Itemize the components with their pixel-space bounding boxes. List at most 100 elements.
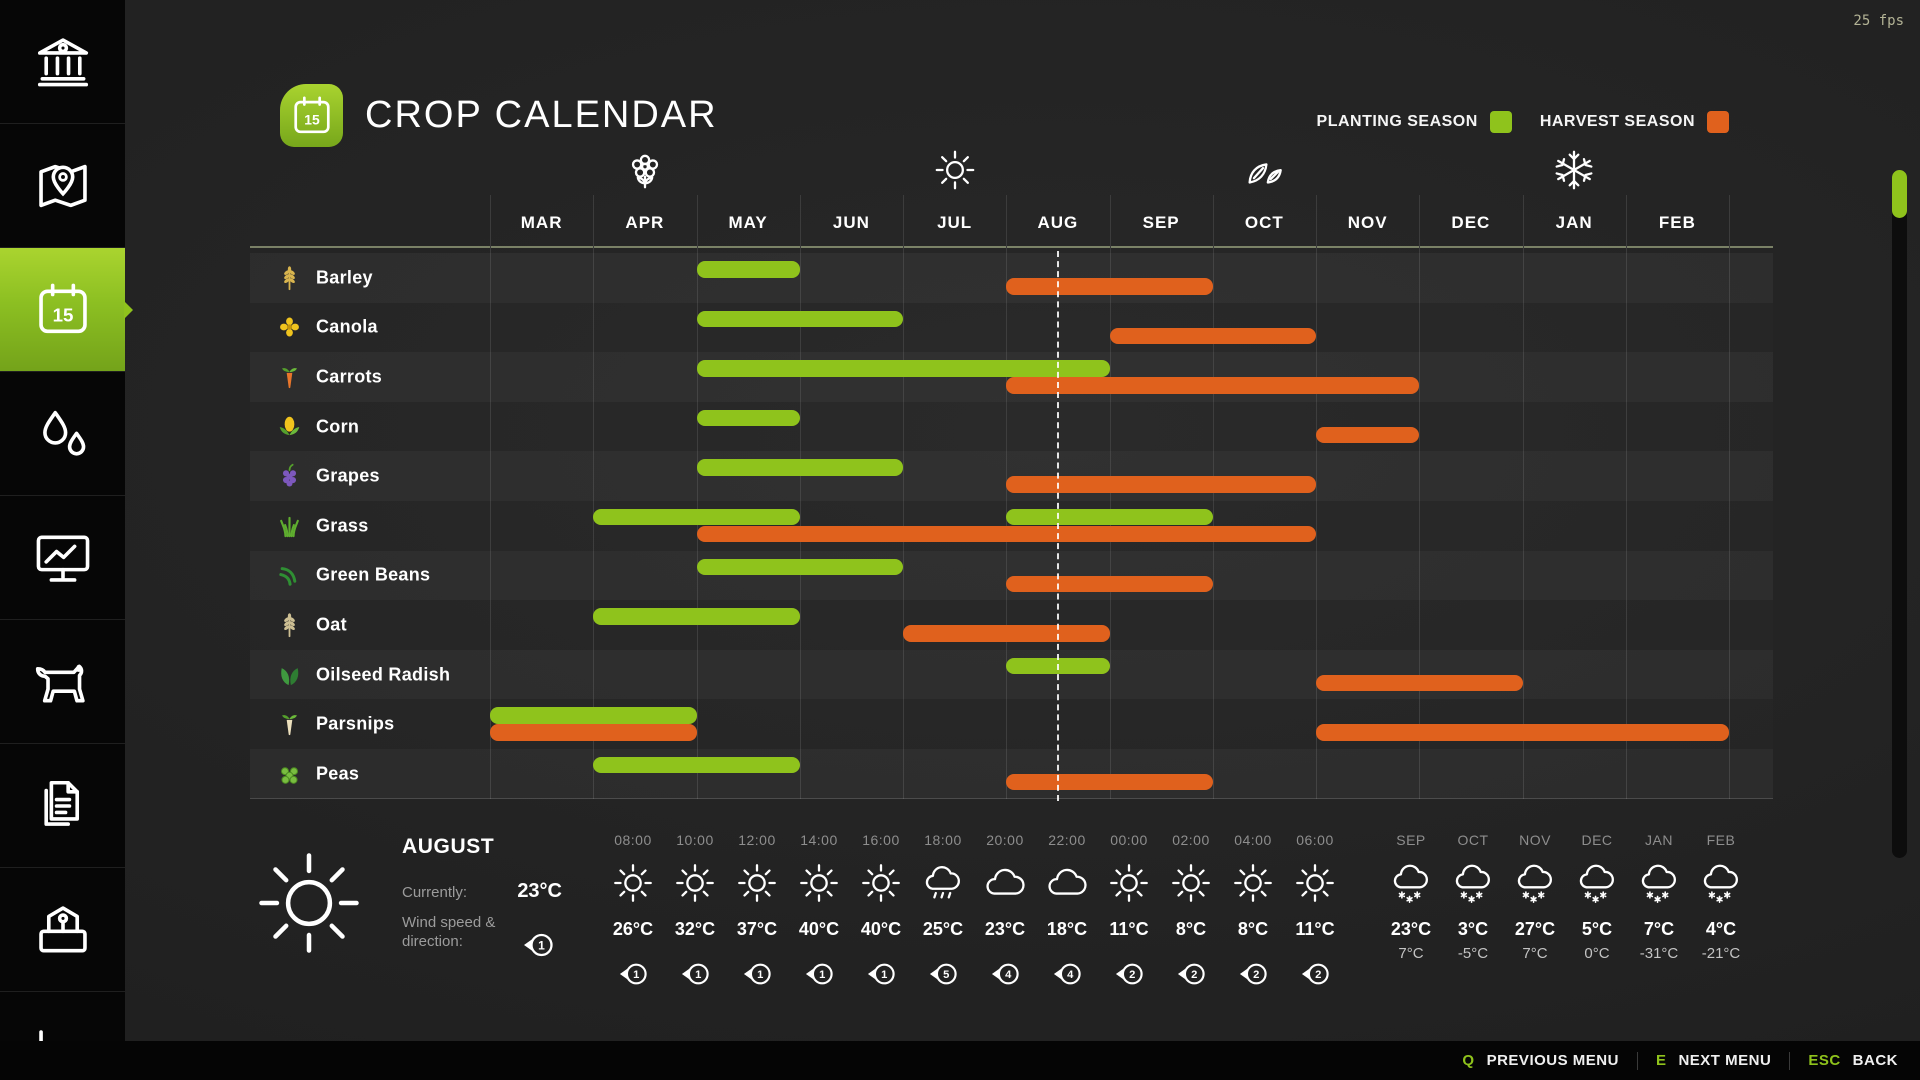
harvest-season-bar [696, 525, 1316, 543]
crop-row-oat[interactable]: Oat [250, 600, 1773, 650]
legend-planting-label: PLANTING SEASON [1316, 113, 1478, 130]
key-badge: ESC [1808, 1052, 1841, 1069]
season-legend: PLANTING SEASON HARVEST SEASON [1317, 111, 1729, 133]
autumn-leaves-icon [1241, 147, 1287, 193]
harvest-color-swatch [1707, 111, 1729, 133]
grid-line [1729, 195, 1730, 799]
wind-direction-icon: 2 [1113, 960, 1145, 988]
crop-row-green-beans[interactable]: Green Beans [250, 550, 1773, 601]
cloud-icon [1044, 860, 1090, 906]
monthly-forecast-oct: OCT 3°C -5°C [1442, 832, 1504, 1010]
forecast-high-temperature: 4°C [1705, 919, 1737, 939]
svg-text:2: 2 [1129, 969, 1135, 981]
calendar-icon: 15 [32, 279, 94, 341]
hourly-forecast-0200: 02:00 8°C 2 [1160, 832, 1222, 1010]
crop-name: Grapes [316, 465, 380, 486]
cloud-icon [982, 860, 1028, 906]
planting-season-bar [696, 409, 800, 427]
planting-season-bar [490, 707, 697, 724]
planting-season-bar [696, 261, 800, 278]
crop-row-grapes[interactable]: Grapes [250, 451, 1773, 501]
crop-row-peas[interactable]: Peas [250, 748, 1773, 799]
current-temperature: 23°C [517, 880, 562, 902]
legend-harvest-season: HARVEST SEASON [1540, 111, 1729, 133]
monthly-forecast-sep: SEP 23°C 7°C [1380, 832, 1442, 1010]
sun-icon [1168, 860, 1214, 906]
hourly-forecast-1200: 12:00 37°C 1 [726, 832, 788, 1010]
sidebar-item-production[interactable] [0, 868, 125, 992]
forecast-temperature: 11°C [1109, 919, 1149, 939]
forecast-temperature: 26°C [612, 919, 654, 939]
crop-name: Grass [316, 515, 369, 536]
sidebar-item-finances[interactable] [0, 0, 125, 124]
month-header-mar: MAR [520, 213, 563, 232]
sun-icon [672, 860, 718, 906]
crop-name: Parsnips [316, 713, 395, 734]
crop-row-parsnips[interactable]: Parsnips [250, 699, 1773, 749]
shortcut-label: PREVIOUS MENU [1486, 1052, 1619, 1069]
forecast-time: 22:00 [1048, 832, 1086, 848]
crop-season-bars [490, 650, 1729, 700]
crop-name: Oilseed Radish [316, 664, 451, 685]
shortcut-back[interactable]: ESC BACK [1808, 1052, 1898, 1069]
crop-row-barley[interactable]: Barley [250, 253, 1773, 303]
forecast-temperature: 37°C [736, 919, 778, 939]
wind-label-line2: direction: [402, 933, 463, 950]
sidebar-item-water[interactable] [0, 372, 125, 496]
winter-snowflake-icon [1551, 147, 1597, 193]
forecast-low-temperature: 0°C [1584, 945, 1610, 962]
planting-season-bar [1006, 508, 1213, 526]
crop-name: Green Beans [316, 564, 431, 585]
forecast-month: SEP [1396, 832, 1426, 848]
month-header-jun: JUN [832, 213, 870, 232]
sidebar-item-prices[interactable] [0, 496, 125, 620]
crop-row-carrots[interactable]: Carrots [250, 352, 1773, 402]
hourly-forecast-1400: 14:00 40°C 1 [788, 832, 850, 1010]
weather-month: AUGUST [402, 835, 495, 858]
forecast-high-temperature: 3°C [1457, 919, 1489, 939]
shortcut-label: BACK [1852, 1052, 1898, 1069]
production-icon [32, 899, 94, 961]
sidebar-item-animals[interactable] [0, 620, 125, 744]
forecast-month: OCT [1457, 832, 1489, 848]
scrollbar-thumb[interactable] [1892, 170, 1907, 218]
sidebar-item-map[interactable] [0, 124, 125, 248]
harvest-season-bar [1006, 575, 1213, 593]
crop-row-grass[interactable]: Grass [250, 501, 1773, 551]
forecast-temperature: 40°C [860, 919, 902, 939]
wind-direction-icon: 1 [803, 960, 835, 988]
sidebar-item-contracts[interactable] [0, 744, 125, 868]
snow-cloud-icon [1698, 860, 1744, 906]
forecast-time: 10:00 [676, 832, 714, 848]
shortcut-next-menu[interactable]: E NEXT MENU [1656, 1052, 1771, 1069]
forecast-time: 16:00 [862, 832, 900, 848]
crop-row-oilseed-radish[interactable]: Oilseed Radish [250, 649, 1773, 700]
sun-icon [1106, 860, 1152, 906]
peas-icon [276, 760, 303, 787]
grid-line [1316, 195, 1317, 799]
planting-season-bar [696, 459, 903, 476]
month-header-jul: JUL [937, 213, 973, 232]
harvest-season-bar [1109, 327, 1316, 345]
grid-line [696, 195, 698, 799]
scrollbar[interactable] [1892, 170, 1907, 858]
shortcut-previous-menu[interactable]: Q PREVIOUS MENU [1462, 1052, 1619, 1069]
crop-row-canola[interactable]: Canola [250, 303, 1773, 353]
month-header-sep: SEP [1142, 213, 1180, 232]
grid-line [1625, 195, 1627, 799]
sun-icon [610, 860, 656, 906]
forecast-low-temperature: -21°C [1701, 945, 1741, 962]
spring-flower-icon [622, 147, 668, 193]
crop-name: Oat [316, 614, 347, 635]
crop-name: Canola [316, 316, 378, 337]
summer-sun-icon [932, 147, 978, 193]
crop-row-corn[interactable]: Corn [250, 402, 1773, 452]
sidebar-item-calendar[interactable]: 15 [0, 248, 125, 372]
forecast-high-temperature: 27°C [1514, 919, 1556, 939]
snow-cloud-icon [1388, 860, 1434, 906]
water-drops-icon [32, 403, 94, 465]
hourly-forecast-0800: 08:00 26°C 1 [602, 832, 664, 1010]
harvest-season-bar [1316, 426, 1420, 444]
forecast-time: 04:00 [1234, 832, 1272, 848]
